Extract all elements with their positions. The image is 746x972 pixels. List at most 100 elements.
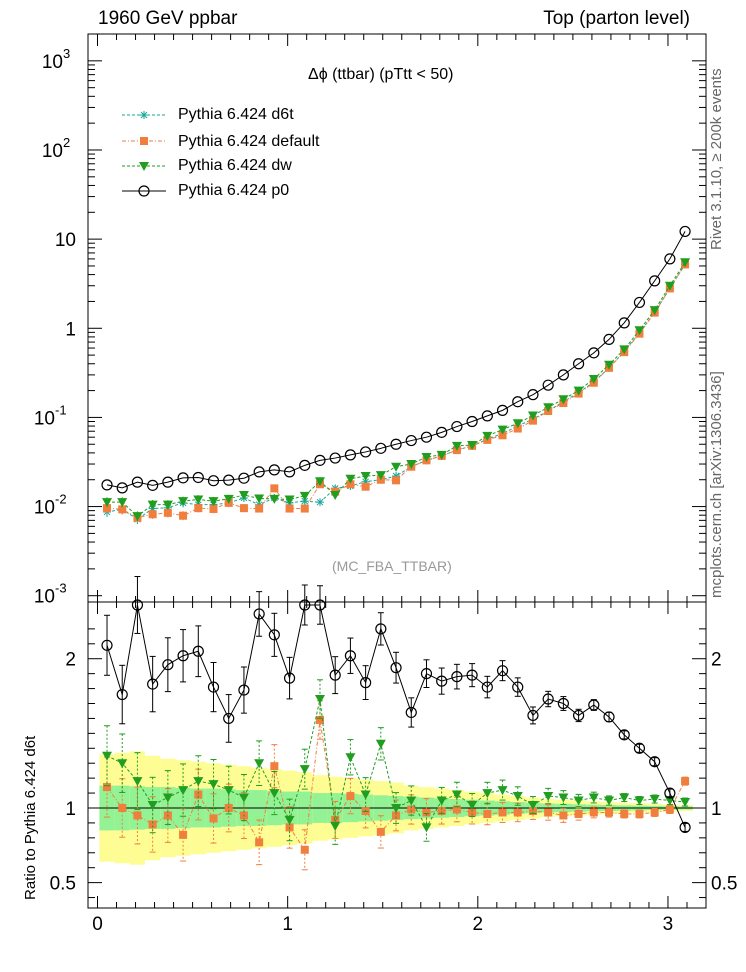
ratio-point	[437, 806, 446, 815]
data-point	[207, 475, 220, 487]
ratio-point	[147, 801, 158, 811]
legend-markers	[122, 111, 166, 197]
ratio-point	[391, 803, 402, 813]
ratio-point	[375, 739, 386, 749]
ratio-point	[482, 789, 493, 799]
ratio-point	[649, 756, 661, 768]
ratio-y-tick-label: 1	[65, 799, 76, 820]
source-label: mcplots.cern.ch [arXiv:1306.3436]	[708, 371, 725, 598]
ratio-point	[101, 639, 113, 651]
legend-label-p0: Pythia 6.424 p0	[178, 182, 290, 199]
data-point	[344, 449, 357, 461]
y-tick-label: 10	[42, 141, 63, 162]
data-point	[223, 474, 235, 486]
data-point	[513, 424, 522, 433]
ratio-y-tick-label-right: 2	[711, 650, 722, 671]
ratio-point	[436, 796, 447, 806]
ratio-point	[299, 765, 310, 775]
data-point	[390, 438, 402, 450]
data-point	[101, 479, 113, 491]
data-point	[451, 441, 462, 451]
ratio-point	[270, 762, 279, 771]
rivet-version-label: Rivet 3.1.10, ≥ 200k events	[708, 68, 725, 250]
data-point	[527, 411, 538, 421]
ratio-point	[314, 599, 326, 611]
ratio-line	[106, 698, 686, 829]
ratio-point	[497, 786, 508, 796]
ratio-point	[543, 792, 554, 802]
ratio-point	[574, 809, 583, 818]
ratio-point	[118, 803, 127, 812]
ratio-point	[390, 662, 402, 674]
data-point	[193, 495, 204, 505]
data-point	[604, 360, 615, 370]
ratio-point	[512, 792, 523, 802]
ratio-series-2	[101, 576, 691, 833]
data-point	[680, 258, 691, 268]
ratio-point	[346, 792, 355, 801]
data-point	[192, 471, 204, 484]
data-point	[283, 466, 296, 478]
series-2	[102, 258, 691, 522]
data-point	[116, 482, 128, 494]
ratio-point	[422, 808, 431, 817]
data-point	[420, 431, 433, 443]
ratio-point	[573, 796, 584, 806]
ratio-y-tick-label-right: 1	[711, 799, 722, 820]
ratio-point	[329, 669, 341, 681]
data-point	[270, 484, 279, 493]
ratio-y-axis-label: Ratio to Pythia 6.424 d6t	[22, 735, 39, 900]
data-point	[255, 504, 264, 513]
data-point	[436, 450, 447, 460]
ratio-point	[162, 793, 173, 803]
ratio-point	[542, 693, 554, 705]
data-point	[163, 508, 172, 517]
ratio-point	[132, 777, 143, 787]
ratio-point	[207, 681, 220, 693]
plot-frames	[87, 33, 707, 909]
ratio-point	[192, 645, 204, 657]
ratio-point	[618, 729, 630, 741]
ratio-point	[269, 789, 280, 799]
ratio-point	[405, 706, 417, 719]
data-point	[481, 410, 493, 422]
ratio-point	[300, 845, 309, 854]
ratio-y-tick-label: 0.5	[50, 874, 76, 895]
ratio-point	[528, 806, 537, 815]
y-tick-label: 1	[65, 319, 76, 340]
data-point	[405, 434, 417, 447]
legend-symbol	[138, 185, 150, 197]
ratio-point	[314, 695, 325, 705]
ratio-point	[681, 777, 690, 786]
ratio-point	[467, 801, 478, 811]
x-tick-label: 0	[92, 914, 103, 935]
y-tick-label: 10	[55, 230, 76, 251]
ratio-point	[268, 629, 280, 641]
series-3	[101, 225, 691, 494]
data-point	[300, 504, 309, 513]
ratio-point	[589, 808, 598, 817]
data-point	[649, 306, 660, 316]
data-point	[162, 500, 173, 510]
y-tick-label: 10	[42, 52, 63, 73]
series-0	[103, 260, 690, 525]
ratio-point	[481, 681, 493, 693]
data-point	[179, 511, 188, 520]
ratio-point	[605, 808, 614, 817]
data-point	[238, 472, 250, 484]
ratio-point	[665, 805, 674, 814]
ratio-point	[619, 793, 630, 803]
data-point	[177, 472, 189, 484]
data-point	[375, 471, 386, 481]
legend-label-default: Pythia 6.424 default	[178, 133, 320, 150]
ratio-point	[360, 677, 372, 689]
data-point	[679, 225, 691, 238]
ratio-point	[451, 671, 463, 683]
axis-ticks	[88, 33, 706, 908]
ratio-point	[133, 811, 142, 820]
series-1	[103, 260, 690, 523]
analysis-tag: (MC_FBA_TTBAR)	[332, 558, 452, 574]
data-point	[329, 452, 341, 464]
ratio-point	[223, 786, 234, 796]
